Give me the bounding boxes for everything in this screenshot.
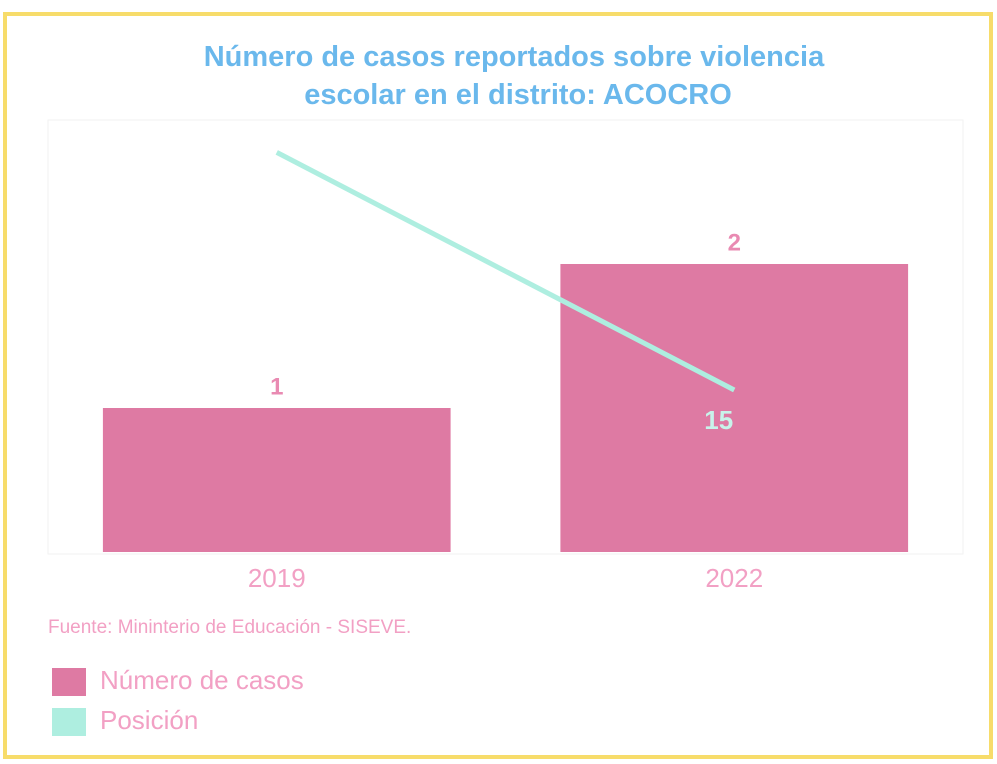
data-label: 2: [728, 229, 741, 256]
legend-label: Número de casos: [100, 665, 304, 695]
x-tick-label: 2022: [705, 563, 763, 593]
legend-swatch: [52, 708, 86, 736]
data-label: 1: [270, 373, 283, 400]
title-line: Número de casos reportados sobre violenc…: [204, 41, 825, 73]
line: [275, 150, 736, 393]
legend-swatch: [52, 668, 86, 696]
bar: [102, 408, 451, 552]
chart-title: Número de casos reportados sobre violenc…: [204, 41, 833, 111]
bar: [560, 264, 909, 552]
data-label: 15: [704, 405, 733, 435]
title-line: escolar en el distrito: ACOCRO: [304, 79, 732, 111]
source: Fuente: Mininterio de Educación - SISEVE…: [48, 617, 411, 638]
x-tick-label: 2019: [248, 563, 306, 593]
legend-label: Posición: [100, 705, 198, 735]
